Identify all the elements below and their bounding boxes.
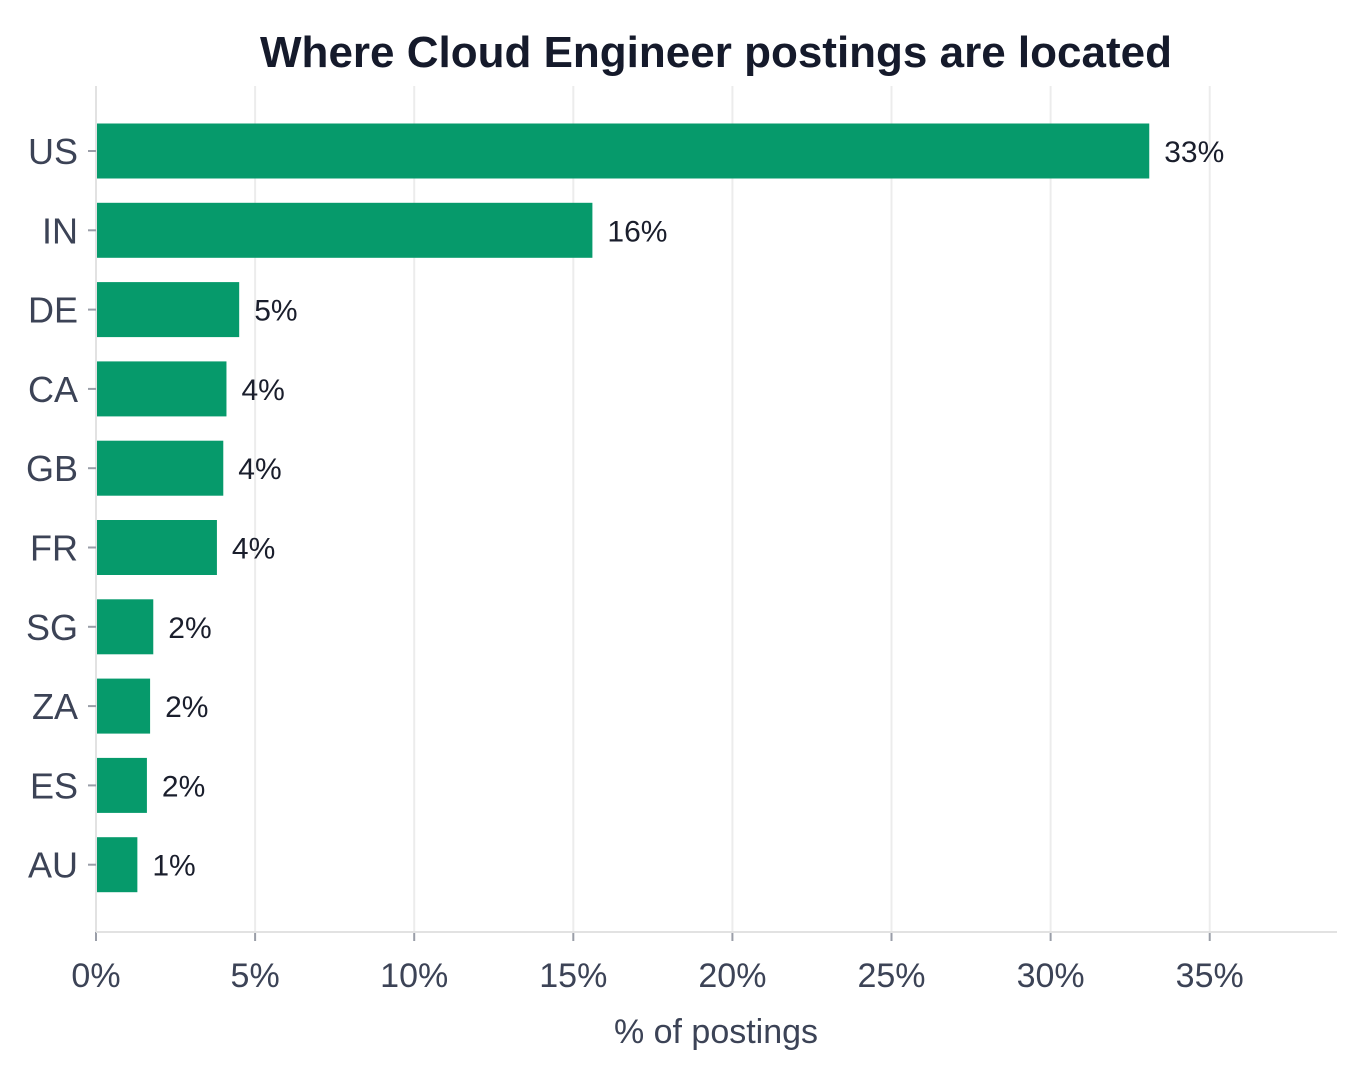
category-label: DE bbox=[28, 290, 78, 331]
category-label: GB bbox=[26, 448, 78, 489]
bar-es bbox=[97, 757, 147, 813]
bar-ca bbox=[97, 361, 227, 417]
category-label: IN bbox=[42, 210, 78, 251]
bar-de bbox=[97, 282, 240, 338]
value-label: 5% bbox=[254, 295, 297, 328]
x-tick-label: 15% bbox=[539, 957, 607, 995]
x-tick-label: 25% bbox=[857, 957, 925, 995]
bar-za bbox=[97, 678, 151, 734]
category-label: FR bbox=[30, 528, 78, 569]
x-tick-label: 10% bbox=[380, 957, 448, 995]
value-label: 4% bbox=[232, 533, 275, 566]
x-tick-label: 35% bbox=[1176, 957, 1244, 995]
axes: 0% 5% 10% 15% 20% 25% 30% 35% US IN DE CA GB FR SG ZA ES… bbox=[26, 86, 1337, 995]
category-label: AU bbox=[28, 845, 78, 886]
value-label: 2% bbox=[168, 612, 211, 645]
value-label: 1% bbox=[152, 850, 195, 883]
value-label: 4% bbox=[241, 374, 284, 407]
bar-sg bbox=[97, 599, 154, 655]
x-tick-label: 0% bbox=[71, 957, 120, 995]
value-label: 4% bbox=[238, 453, 281, 486]
value-label: 2% bbox=[165, 691, 208, 724]
bar-in bbox=[97, 202, 593, 258]
value-label: 2% bbox=[162, 770, 205, 803]
category-label: US bbox=[28, 131, 78, 172]
value-label: 16% bbox=[607, 215, 667, 248]
category-label: ES bbox=[30, 765, 78, 806]
category-label: CA bbox=[28, 369, 78, 410]
category-label: SG bbox=[26, 607, 78, 648]
x-tick-label: 30% bbox=[1017, 957, 1085, 995]
bars: 33% 16% 5% 4% 4% 4% 2% 2% 2% 1% bbox=[97, 123, 1224, 893]
category-label: ZA bbox=[32, 686, 78, 727]
x-tick-label: 20% bbox=[698, 957, 766, 995]
bar-au bbox=[97, 837, 138, 893]
x-axis-label: % of postings bbox=[614, 1013, 818, 1051]
bar-us bbox=[97, 123, 1150, 179]
x-tick-label: 5% bbox=[231, 957, 280, 995]
chart-title: Where Cloud Engineer postings are locate… bbox=[260, 28, 1172, 77]
value-label: 33% bbox=[1164, 136, 1224, 169]
bar-gb bbox=[97, 440, 224, 496]
bar-fr bbox=[97, 520, 217, 575]
